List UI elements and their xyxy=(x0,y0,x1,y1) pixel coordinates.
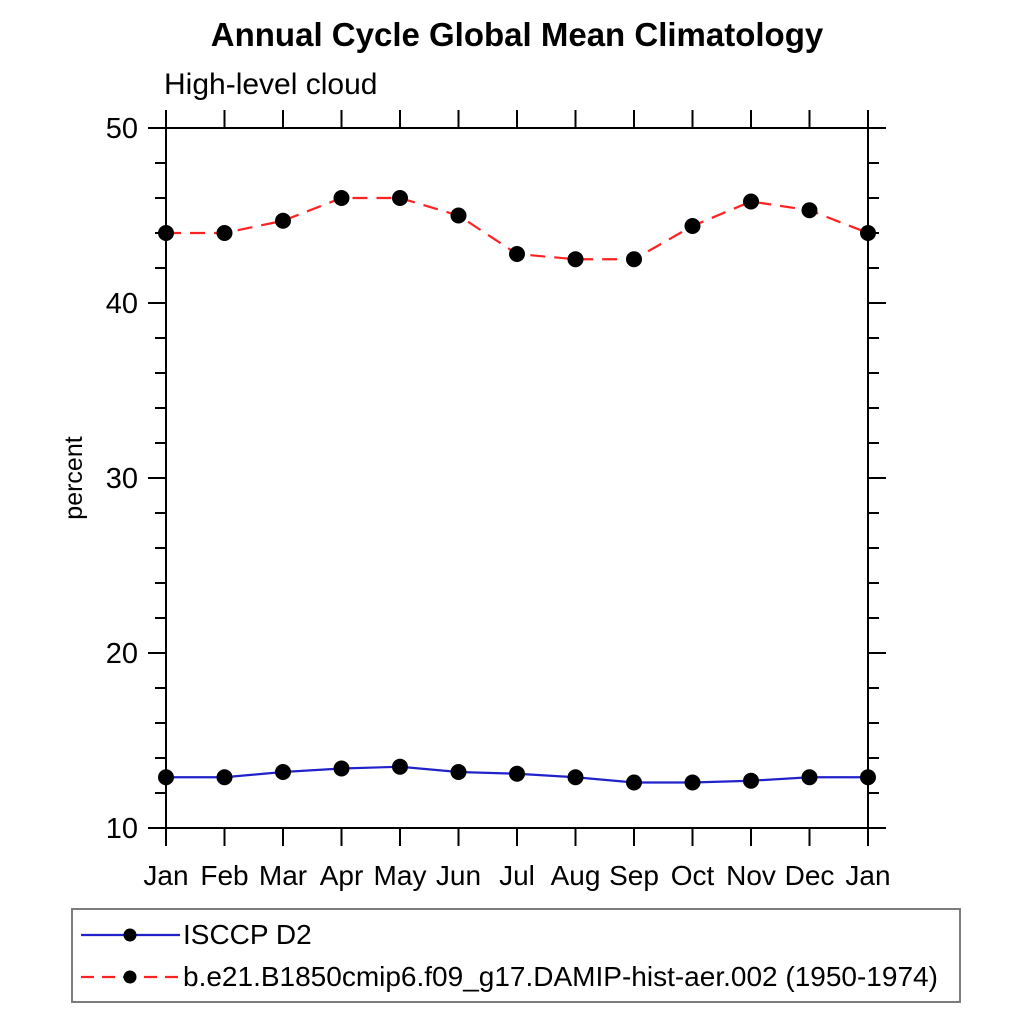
y-tick-labels: 10 20 30 40 50 xyxy=(106,113,138,845)
y-tick-label: 10 xyxy=(106,813,138,845)
data-point xyxy=(333,190,350,206)
x-tick-label: Apr xyxy=(320,860,364,891)
x-tick-label: Mar xyxy=(259,860,307,891)
plot-frame xyxy=(165,127,869,829)
data-point xyxy=(333,760,350,777)
data-point xyxy=(158,769,174,786)
data-point xyxy=(626,251,642,268)
x-tick-label: May xyxy=(374,860,427,891)
data-point xyxy=(509,765,525,782)
data-point xyxy=(216,769,233,786)
legend-item-model: b.e21.B1850cmip6.f09_g17.DAMIP-hist-aer.… xyxy=(78,956,959,998)
y-tick-label: 40 xyxy=(106,288,138,320)
x-tick-label: Sep xyxy=(609,860,659,891)
data-point xyxy=(450,764,467,780)
data-point xyxy=(801,769,818,786)
x-tick-label: Aug xyxy=(551,860,601,891)
series-markers-0 xyxy=(158,758,876,791)
x-tick-label: Nov xyxy=(726,860,776,891)
data-point xyxy=(392,758,408,775)
x-tick-label: Jul xyxy=(499,860,535,891)
y-axis-ticks xyxy=(148,127,886,829)
x-tick-label: Jun xyxy=(436,860,481,891)
legend-label-isccp: ISCCP D2 xyxy=(183,918,312,950)
x-tick-label: Feb xyxy=(200,860,248,891)
data-point xyxy=(626,774,642,791)
legend-line-solid-icon xyxy=(81,928,180,941)
chart-title: Annual Cycle Global Mean Climatology xyxy=(210,16,824,53)
data-point xyxy=(567,251,584,268)
x-tick-labels: Jan Feb Mar Apr May Jun Jul Aug Sep Oct Nov Dec Jan xyxy=(143,860,890,891)
y-tick-label: 20 xyxy=(106,638,138,670)
legend-item-isccp: ISCCP D2 xyxy=(78,914,959,956)
data-point xyxy=(567,769,584,786)
x-axis-ticks xyxy=(165,110,869,846)
data-point xyxy=(450,207,467,224)
data-point xyxy=(684,218,701,234)
legend-line-dashed-icon xyxy=(81,970,180,983)
x-tick-label: Jan xyxy=(143,860,188,891)
x-tick-label: Jan xyxy=(845,860,890,891)
legend-label-model: b.e21.B1850cmip6.f09_g17.DAMIP-hist-aer.… xyxy=(183,960,938,992)
x-tick-label: Dec xyxy=(785,860,835,891)
data-point xyxy=(216,225,233,241)
y-tick-label: 50 xyxy=(106,113,138,145)
data-point xyxy=(275,764,291,780)
chart-subtitle: High-level cloud xyxy=(164,68,378,101)
data-point xyxy=(509,246,525,262)
data-point xyxy=(684,774,701,791)
data-point xyxy=(392,190,408,206)
data-point xyxy=(801,202,818,219)
data-point xyxy=(743,772,759,789)
data-point xyxy=(860,769,876,786)
data-point xyxy=(743,193,759,210)
x-tick-label: Oct xyxy=(671,860,715,891)
y-tick-label: 30 xyxy=(106,463,138,495)
legend: ISCCP D2 b.e21.B1850cmip6.f09_g17.DAMIP-… xyxy=(71,908,961,1003)
data-point xyxy=(860,225,876,241)
data-point xyxy=(158,225,174,241)
series-markers-1 xyxy=(158,190,876,268)
data-point xyxy=(275,212,291,229)
